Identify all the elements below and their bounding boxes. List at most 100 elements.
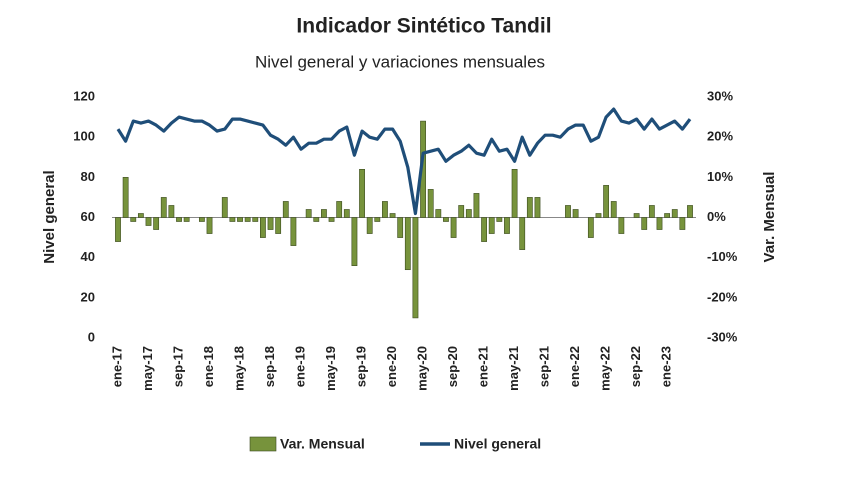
x-tick-label: may-21 <box>506 346 521 391</box>
y-tick-label: 80 <box>81 169 95 184</box>
legend-label: Nivel general <box>454 436 541 452</box>
y2-tick-label: 10% <box>707 169 733 184</box>
x-tick-label: may-17 <box>140 346 155 391</box>
y2-axis-label: Var. Mensual <box>761 172 778 263</box>
y-tick-label: 0 <box>88 329 95 344</box>
bar <box>137 213 144 218</box>
bar <box>221 197 228 218</box>
x-tick-label: may-18 <box>231 346 246 391</box>
bar <box>648 205 655 218</box>
bar <box>397 217 404 238</box>
bar <box>252 217 259 222</box>
bar <box>656 217 663 230</box>
bar <box>122 177 129 218</box>
bar <box>359 169 365 218</box>
y2-tick-label: -10% <box>707 249 738 264</box>
bar <box>374 217 381 222</box>
bar <box>198 217 205 222</box>
bar <box>244 217 251 222</box>
bar <box>412 217 419 319</box>
bar <box>671 209 678 218</box>
x-tick-label: sep-21 <box>537 346 552 387</box>
bar <box>450 217 457 238</box>
chart-title: Indicador Sintético Tandil <box>296 15 551 38</box>
bar <box>160 197 167 218</box>
x-tick-label: may-19 <box>323 346 338 391</box>
x-tick-label: sep-18 <box>262 346 277 387</box>
bar <box>473 193 480 218</box>
legend-swatch <box>249 436 277 452</box>
bar <box>511 169 518 218</box>
y2-tick-label: -30% <box>707 329 738 344</box>
bar <box>633 213 640 218</box>
bar <box>427 189 434 218</box>
bar <box>382 201 388 218</box>
bar <box>336 201 343 218</box>
x-tick-label: sep-22 <box>628 346 643 387</box>
x-tick-label: may-22 <box>598 346 613 391</box>
y2-tick-label: -20% <box>707 289 738 304</box>
y-tick-label: 40 <box>81 249 95 264</box>
x-tick-label: ene-23 <box>659 346 674 387</box>
x-tick-label: ene-18 <box>201 346 216 387</box>
x-tick-label: ene-21 <box>476 346 491 387</box>
bar <box>526 197 533 218</box>
bar <box>290 217 297 246</box>
bar <box>534 197 541 218</box>
bar <box>595 213 602 218</box>
bar <box>275 217 282 234</box>
x-tick-label: ene-20 <box>384 346 399 387</box>
bar <box>404 217 411 271</box>
x-tick-label: sep-17 <box>170 346 185 387</box>
bar <box>641 217 648 230</box>
bar <box>176 217 182 222</box>
bar <box>519 217 526 250</box>
bar <box>313 217 320 222</box>
x-tick-label: ene-22 <box>567 346 582 387</box>
y-tick-label: 120 <box>73 88 95 103</box>
x-tick-label: sep-19 <box>353 346 368 387</box>
legend-label: Var. Mensual <box>280 436 365 452</box>
bar <box>481 217 487 242</box>
bar <box>664 213 671 218</box>
bar <box>488 217 495 234</box>
bar <box>260 217 266 238</box>
x-tick-label: sep-20 <box>445 346 460 387</box>
bar <box>168 205 175 218</box>
bar <box>565 205 571 218</box>
x-tick-label: ene-17 <box>109 346 124 387</box>
bar <box>610 201 617 218</box>
bar <box>282 201 289 218</box>
y-axis-label: Nivel general <box>41 170 58 263</box>
bar <box>145 217 152 226</box>
y2-tick-label: 0% <box>707 209 726 224</box>
bar <box>618 217 625 234</box>
bar <box>496 217 503 222</box>
bar <box>465 209 472 218</box>
y-tick-label: 20 <box>81 289 95 304</box>
bar <box>206 217 213 234</box>
y2-tick-label: 20% <box>707 129 733 144</box>
y-tick-label: 60 <box>81 209 95 224</box>
bar <box>504 217 510 234</box>
bar <box>328 217 335 222</box>
bar <box>389 213 396 218</box>
bar <box>343 209 350 218</box>
bar <box>366 217 373 234</box>
bar <box>267 217 274 230</box>
bar <box>443 217 449 222</box>
bar <box>115 217 121 242</box>
bar <box>130 217 137 222</box>
bar <box>305 209 312 218</box>
bar <box>351 217 358 267</box>
bar <box>183 217 190 222</box>
bar <box>458 205 465 218</box>
bar <box>153 217 160 230</box>
bar <box>229 217 236 222</box>
bar <box>572 209 579 218</box>
y-tick-label: 100 <box>73 129 95 144</box>
bar <box>687 205 693 218</box>
line <box>116 107 692 216</box>
bar <box>679 217 686 230</box>
